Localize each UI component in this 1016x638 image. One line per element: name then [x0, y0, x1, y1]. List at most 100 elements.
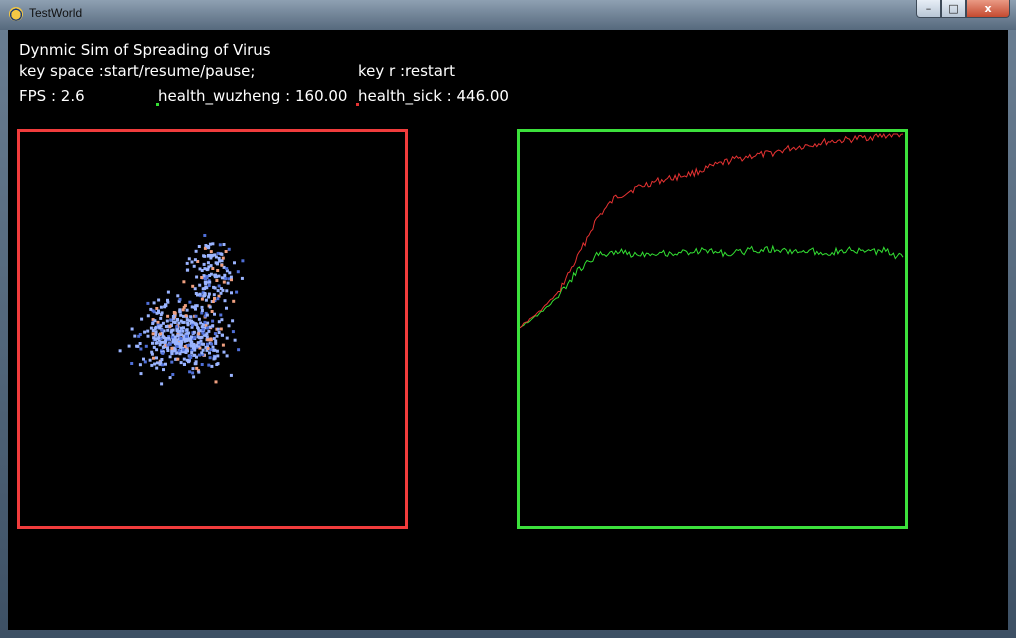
particle: [161, 334, 165, 338]
particle: [192, 264, 196, 268]
particle: [216, 297, 220, 301]
particle: [160, 332, 164, 335]
particle: [204, 282, 208, 286]
particle: [164, 362, 167, 366]
particle: [188, 354, 192, 358]
particle: [166, 346, 170, 350]
particle: [200, 305, 204, 309]
particle: [161, 321, 165, 325]
particle: [211, 300, 215, 303]
particle: [161, 363, 165, 367]
particle: [193, 362, 197, 366]
particle: [200, 269, 204, 272]
particle: [159, 313, 163, 317]
particle: [185, 328, 189, 332]
minimize-button[interactable]: –: [916, 0, 941, 18]
particle: [184, 350, 188, 354]
particle: [144, 344, 148, 348]
particle: [160, 311, 164, 315]
particle: [225, 267, 229, 271]
particle: [236, 270, 240, 274]
close-button[interactable]: x: [966, 0, 1010, 18]
particle: [215, 349, 219, 353]
particle: [225, 336, 229, 340]
particle: [188, 300, 192, 304]
particle: [199, 336, 203, 339]
particle: [229, 373, 233, 377]
particle: [197, 344, 201, 348]
particle: [233, 261, 236, 265]
particle: [192, 330, 196, 334]
particle: [203, 246, 207, 250]
maximize-button[interactable]: □: [941, 0, 966, 18]
particle: [151, 322, 155, 325]
particle: [179, 361, 183, 365]
particle: [198, 346, 202, 350]
particle: [166, 314, 170, 318]
particle: [160, 382, 164, 386]
particle: [222, 265, 226, 269]
particle: [153, 319, 157, 323]
particle: [151, 309, 155, 313]
title-bar[interactable]: TestWorld – □ x: [0, 0, 1016, 30]
particle: [216, 354, 220, 358]
particle: [207, 295, 211, 299]
particle-field: [118, 234, 245, 386]
particle: [225, 354, 229, 358]
particle: [205, 332, 209, 336]
particle: [216, 289, 220, 293]
particle: [211, 324, 215, 328]
particle: [206, 245, 209, 248]
pygame-canvas[interactable]: Dynmic Sim of Spreading of Virus key spa…: [8, 30, 1008, 630]
particle: [206, 261, 210, 265]
particle: [182, 326, 185, 330]
particle: [186, 333, 189, 337]
particle: [171, 328, 175, 332]
particle: [207, 284, 211, 287]
particle: [127, 344, 131, 348]
particle: [178, 297, 182, 301]
particle: [223, 299, 227, 303]
particle: [172, 320, 176, 324]
particle: [171, 373, 175, 376]
particle: [176, 294, 180, 298]
particle: [201, 323, 205, 326]
particle: [212, 337, 216, 341]
particle: [197, 245, 201, 248]
particle: [204, 345, 208, 349]
particle: [208, 274, 212, 277]
particle: [220, 263, 224, 267]
particle: [179, 313, 183, 317]
particle: [191, 284, 195, 288]
particle: [167, 338, 170, 342]
particle: [157, 336, 161, 340]
particle: [188, 370, 192, 374]
health-wuzheng-readout: health_wuzheng : 160.00: [158, 87, 348, 105]
particle: [185, 348, 188, 352]
particle: [180, 326, 183, 330]
particle: [213, 275, 217, 279]
particle: [184, 314, 188, 318]
particle: [157, 325, 161, 329]
particle: [206, 321, 210, 325]
particle: [173, 311, 177, 315]
particle: [166, 290, 170, 294]
particle: [183, 345, 187, 348]
particle: [194, 314, 198, 318]
particle: [203, 280, 207, 284]
particle: [183, 304, 187, 308]
particle: [181, 320, 185, 324]
particle: [155, 311, 159, 315]
particle: [189, 321, 193, 325]
particle: [215, 334, 219, 338]
sick-series-line: [520, 132, 904, 329]
particle: [217, 274, 221, 278]
particle: [139, 347, 143, 351]
particle: [214, 255, 218, 259]
particle: [156, 323, 160, 327]
particle: [204, 298, 208, 302]
particle: [212, 348, 216, 352]
particle: [209, 250, 213, 254]
particle: [219, 313, 223, 317]
particle: [148, 358, 152, 362]
